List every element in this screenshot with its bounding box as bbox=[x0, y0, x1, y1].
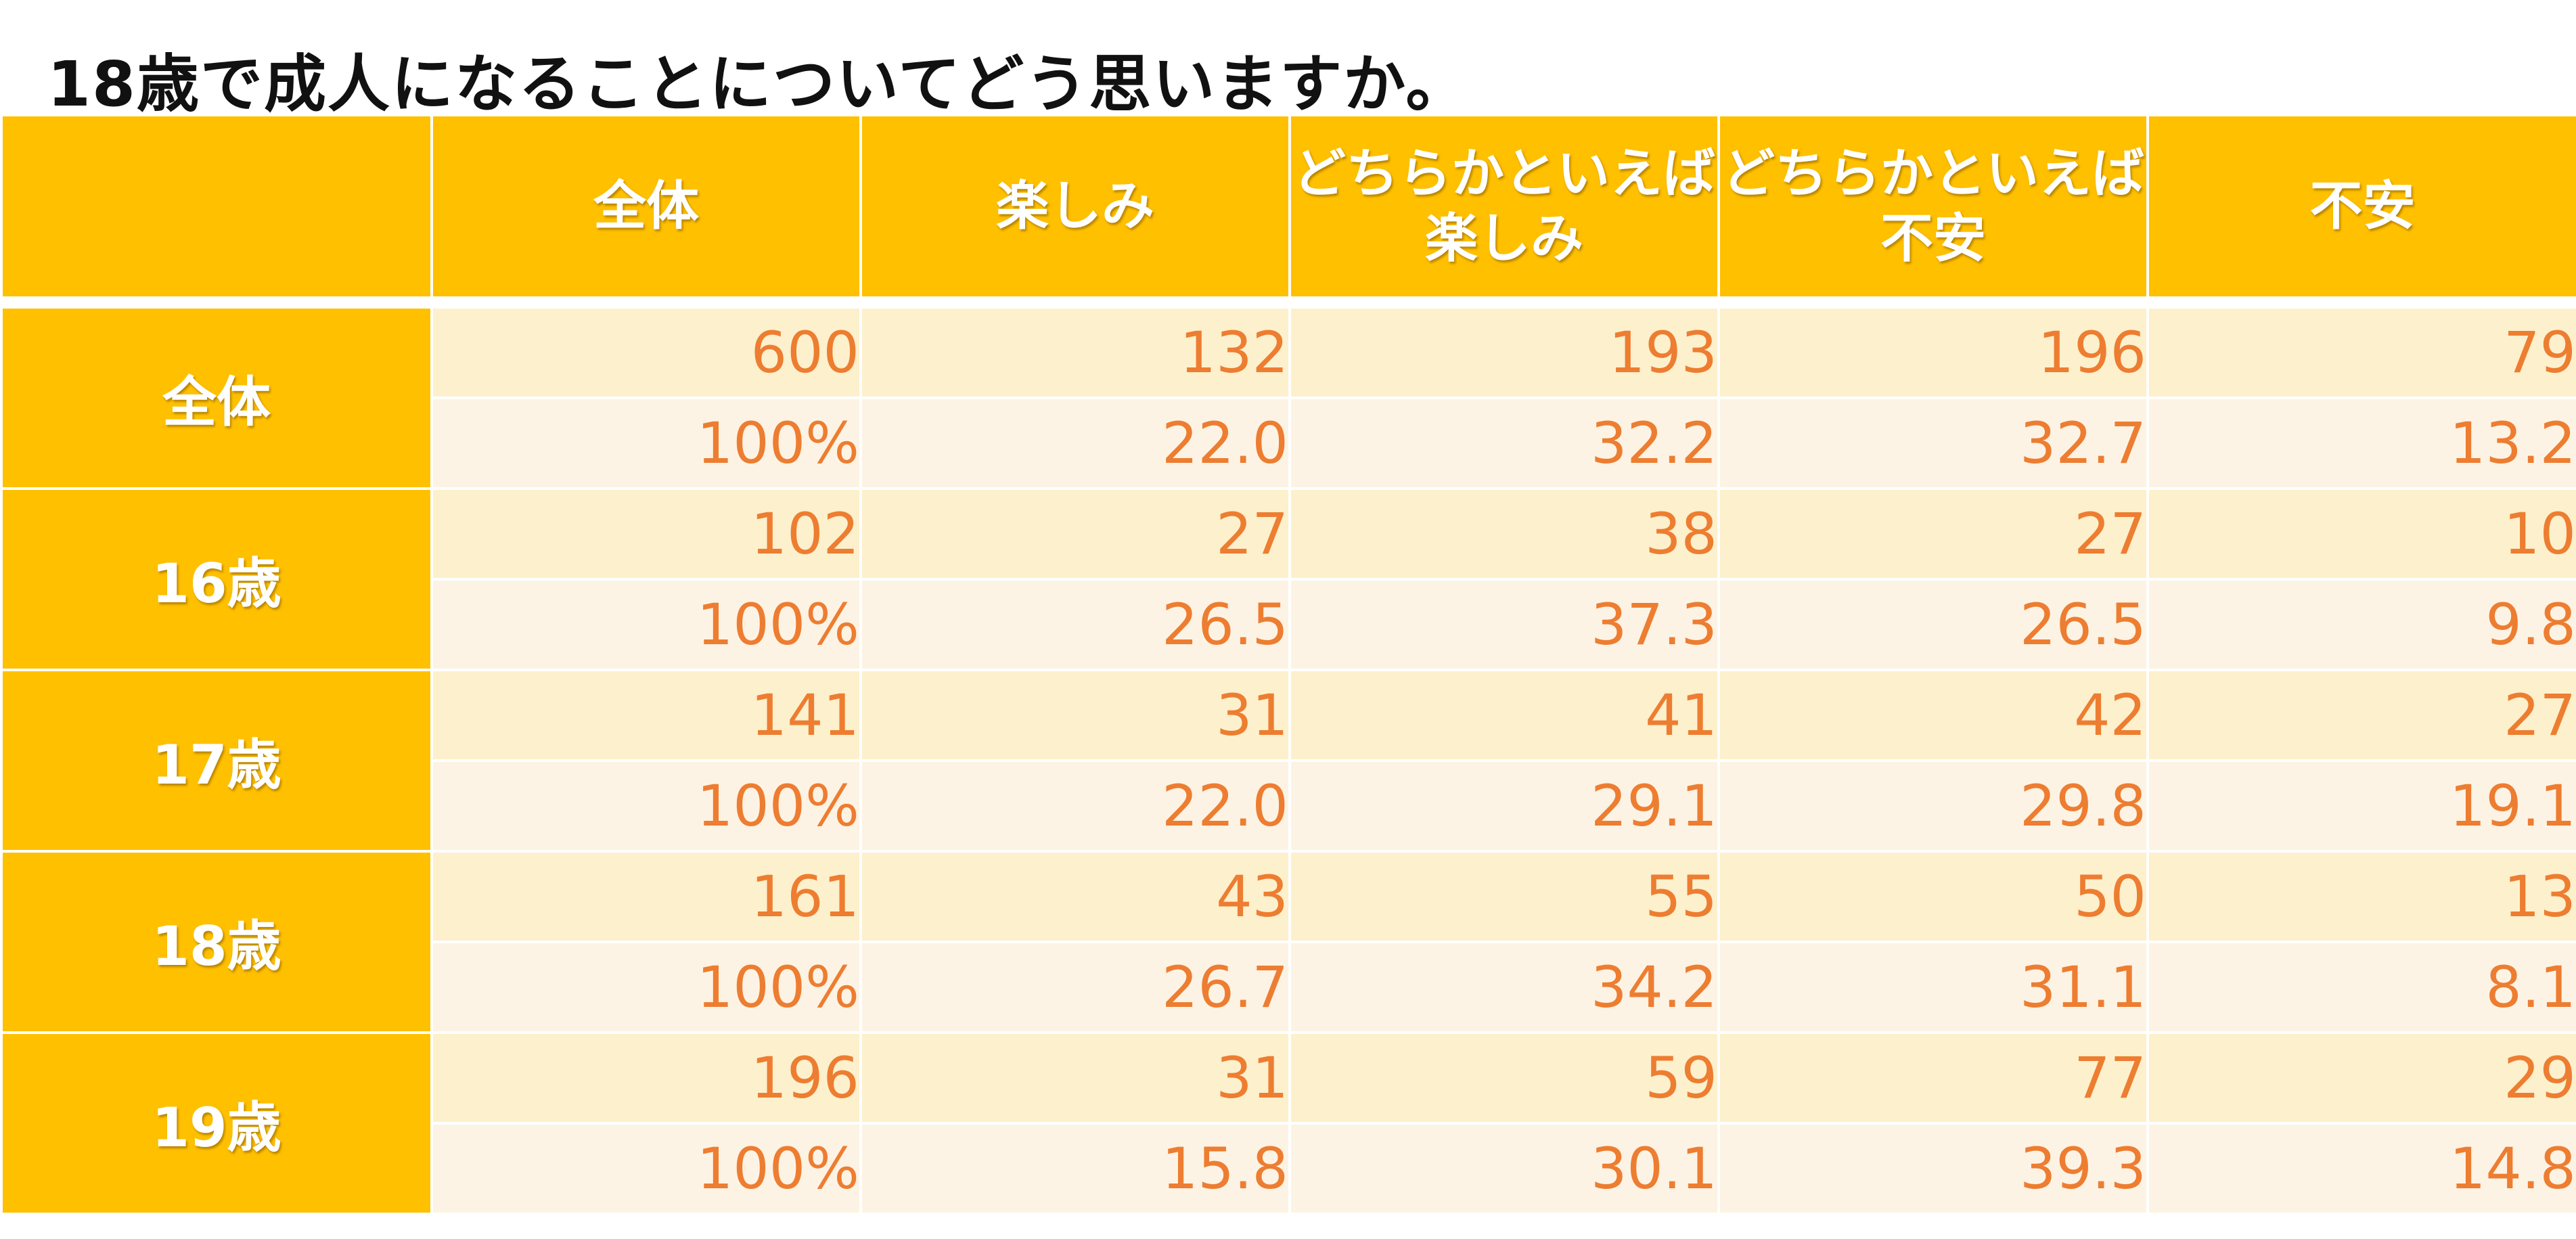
count-cell: 38 bbox=[1288, 487, 1720, 581]
header-gap bbox=[0, 296, 2576, 309]
column-header-line2: 不安 bbox=[1880, 208, 1986, 269]
percent-cell: 26.7 bbox=[859, 941, 1291, 1034]
percent-cell: 19.1 bbox=[2146, 759, 2576, 853]
header-row: 全体 楽しみ どちらかといえば 楽しみ どちらかといえば 不安 不安 bbox=[0, 114, 2576, 299]
table-row-count: 16歳 102 27 38 27 10 bbox=[0, 487, 2576, 671]
table-row-count: 19歳 196 31 59 77 29 bbox=[0, 1031, 2576, 1215]
count-cell: 196 bbox=[430, 1031, 862, 1125]
percent-cell: 26.5 bbox=[859, 578, 1291, 671]
percent-cell: 100% bbox=[430, 578, 862, 671]
count-cell: 132 bbox=[859, 306, 1291, 399]
count-cell: 77 bbox=[1717, 1031, 2149, 1125]
row-group-label: 19歳 bbox=[0, 1031, 433, 1215]
table-row-percent: 100% 22.0 29.1 29.8 19.1 bbox=[1, 759, 2576, 853]
percent-cell: 100% bbox=[430, 759, 862, 853]
count-cell: 27 bbox=[859, 487, 1291, 581]
count-cell: 141 bbox=[430, 669, 862, 762]
count-cell: 193 bbox=[1288, 306, 1720, 399]
count-cell: 43 bbox=[859, 850, 1291, 943]
percent-cell: 39.3 bbox=[1717, 1122, 2149, 1215]
percent-cell: 8.1 bbox=[2146, 941, 2576, 1034]
count-cell: 600 bbox=[430, 306, 862, 399]
count-cell: 31 bbox=[859, 1031, 1291, 1125]
table-row-percent: 100% 22.0 32.2 32.7 13.2 bbox=[1, 397, 2576, 490]
column-header-line1: 不安 bbox=[2309, 176, 2416, 237]
percent-cell: 9.8 bbox=[2146, 578, 2576, 671]
count-cell: 31 bbox=[859, 669, 1291, 762]
column-header-line1: 楽しみ bbox=[995, 176, 1154, 237]
count-cell: 196 bbox=[1717, 306, 2149, 399]
percent-cell: 100% bbox=[430, 941, 862, 1034]
count-cell: 50 bbox=[1717, 850, 2149, 943]
column-header-line1: どちらかといえば bbox=[1292, 143, 1715, 204]
percent-cell: 22.0 bbox=[859, 397, 1291, 490]
table-row-percent: 100% 26.5 37.3 26.5 9.8 bbox=[1, 578, 2576, 671]
count-cell: 79 bbox=[2146, 306, 2576, 399]
count-cell: 59 bbox=[1288, 1031, 1720, 1125]
percent-cell: 26.5 bbox=[1717, 578, 2149, 671]
row-group-label: 17歳 bbox=[0, 669, 433, 853]
header-corner bbox=[0, 114, 433, 299]
count-cell: 13 bbox=[2146, 850, 2576, 943]
count-cell: 55 bbox=[1288, 850, 1720, 943]
count-cell: 41 bbox=[1288, 669, 1720, 762]
table-row-count: 全体 600 132 193 196 79 bbox=[0, 306, 2576, 490]
row-group-label: 16歳 bbox=[0, 487, 433, 671]
table-row-percent: 100% 26.7 34.2 31.1 8.1 bbox=[1, 941, 2576, 1034]
row-group-label: 全体 bbox=[0, 306, 433, 490]
column-header-line2: 楽しみ bbox=[1424, 208, 1583, 269]
count-cell: 10 bbox=[2146, 487, 2576, 581]
page-title: 18歳で成人になることについてどう思いますか。 bbox=[47, 48, 1470, 120]
table-row-percent: 100% 15.8 30.1 39.3 14.8 bbox=[1, 1122, 2576, 1215]
results-table: 全体 楽しみ どちらかといえば 楽しみ どちらかといえば 不安 不安 全体 600… bbox=[0, 114, 2576, 1215]
column-header-somewhat-anxious: どちらかといえば 不安 bbox=[1717, 114, 2149, 299]
percent-cell: 29.8 bbox=[1717, 759, 2149, 853]
percent-cell: 15.8 bbox=[859, 1122, 1291, 1215]
percent-cell: 22.0 bbox=[859, 759, 1291, 853]
percent-cell: 14.8 bbox=[2146, 1122, 2576, 1215]
column-header-somewhat-enjoy: どちらかといえば 楽しみ bbox=[1288, 114, 1720, 299]
column-header-anxious: 不安 bbox=[2146, 114, 2576, 299]
column-header-enjoy: 楽しみ bbox=[859, 114, 1291, 299]
percent-cell: 29.1 bbox=[1288, 759, 1720, 853]
percent-cell: 37.3 bbox=[1288, 578, 1720, 671]
percent-cell: 32.7 bbox=[1717, 397, 2149, 490]
percent-cell: 32.2 bbox=[1288, 397, 1720, 490]
percent-cell: 34.2 bbox=[1288, 941, 1720, 1034]
percent-cell: 31.1 bbox=[1717, 941, 2149, 1034]
column-header-line1: どちらかといえば bbox=[1721, 143, 2144, 204]
percent-cell: 30.1 bbox=[1288, 1122, 1720, 1215]
column-header-line1: 全体 bbox=[593, 176, 699, 237]
row-group-label: 18歳 bbox=[0, 850, 433, 1034]
count-cell: 29 bbox=[2146, 1031, 2576, 1125]
table-row-count: 18歳 161 43 55 50 13 bbox=[0, 850, 2576, 1034]
column-header-total: 全体 bbox=[430, 114, 862, 299]
percent-cell: 100% bbox=[430, 1122, 862, 1215]
count-cell: 27 bbox=[1717, 487, 2149, 581]
count-cell: 42 bbox=[1717, 669, 2149, 762]
percent-cell: 13.2 bbox=[2146, 397, 2576, 490]
results-table-body: 全体 楽しみ どちらかといえば 楽しみ どちらかといえば 不安 不安 全体 600… bbox=[0, 114, 2576, 1215]
percent-cell: 100% bbox=[430, 397, 862, 490]
count-cell: 27 bbox=[2146, 669, 2576, 762]
count-cell: 161 bbox=[430, 850, 862, 943]
table-row-count: 17歳 141 31 41 42 27 bbox=[0, 669, 2576, 853]
count-cell: 102 bbox=[430, 487, 862, 581]
